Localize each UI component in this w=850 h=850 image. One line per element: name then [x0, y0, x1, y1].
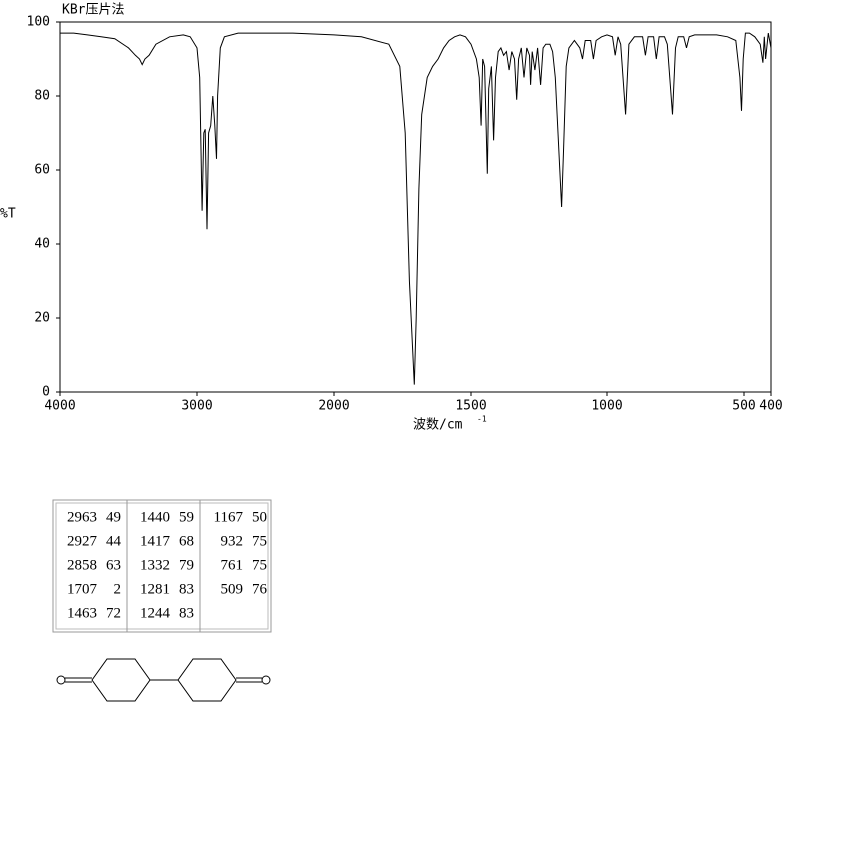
y-tick-label: 40 [34, 237, 50, 252]
y-tick-label: 60 [34, 163, 50, 178]
plot-frame [59, 21, 772, 393]
peak-transmittance: 83 [179, 581, 194, 597]
peak-transmittance: 50 [252, 509, 267, 525]
x-tick-label: 3000 [181, 399, 212, 414]
table-border [55, 502, 269, 630]
peak-wavenumber: 1281 [140, 581, 170, 597]
x-tick-label: 1500 [455, 399, 486, 414]
y-axis-label: %T [0, 207, 16, 222]
peak-transmittance: 59 [179, 509, 194, 525]
peak-transmittance: 83 [179, 605, 194, 621]
peak-transmittance: 44 [106, 533, 122, 549]
peak-wavenumber: 1440 [140, 509, 170, 525]
y-tick-label: 0 [42, 385, 50, 400]
peak-transmittance: 75 [252, 557, 267, 573]
peak-wavenumber: 509 [221, 581, 244, 597]
peak-transmittance: 68 [179, 533, 194, 549]
peak-wavenumber: 932 [221, 533, 244, 549]
peak-wavenumber: 1417 [140, 533, 171, 549]
oxygen [56, 675, 66, 685]
y-tick-label: 100 [27, 15, 50, 30]
peak-transmittance: 63 [106, 557, 121, 573]
x-axis-label: 波数/cm [413, 418, 463, 433]
peak-wavenumber: 1707 [67, 581, 98, 597]
y-tick-label: 80 [34, 89, 50, 104]
peak-transmittance: 75 [252, 533, 267, 549]
ring [91, 658, 151, 702]
x-tick-label: 400 [759, 399, 782, 414]
molecule [56, 658, 271, 702]
x-tick-label: 4000 [44, 399, 75, 414]
spectrum-line [60, 32, 772, 385]
x-tick-label: 2000 [318, 399, 349, 414]
peak-wavenumber: 1244 [140, 605, 171, 621]
oxygen [261, 675, 271, 685]
chart-title: KBr压片法 [62, 3, 124, 18]
y-tick-label: 20 [34, 311, 50, 326]
peak-transmittance: 79 [179, 557, 194, 573]
peak-transmittance: 76 [252, 581, 268, 597]
peak-table: 2963 49 2927 44 2858 63 1707 2 1463 72 1440 59 1417 6… [52, 499, 272, 633]
x-tick-label: 500 [732, 399, 755, 414]
x-tick-label: 1000 [591, 399, 622, 414]
peak-wavenumber: 1463 [67, 605, 97, 621]
peak-wavenumber: 2927 [67, 533, 98, 549]
peak-wavenumber: 1332 [140, 557, 170, 573]
peak-wavenumber: 761 [221, 557, 244, 573]
peak-transmittance: 2 [114, 581, 122, 597]
peak-wavenumber: 1167 [214, 509, 244, 525]
peak-transmittance: 72 [106, 605, 121, 621]
peak-transmittance: 49 [106, 509, 121, 525]
table-border [52, 499, 272, 633]
peak-wavenumber: 2858 [67, 557, 97, 573]
ring [177, 658, 237, 702]
peak-wavenumber: 2963 [67, 509, 97, 525]
x-axis-label-sup: -1 [477, 415, 487, 424]
